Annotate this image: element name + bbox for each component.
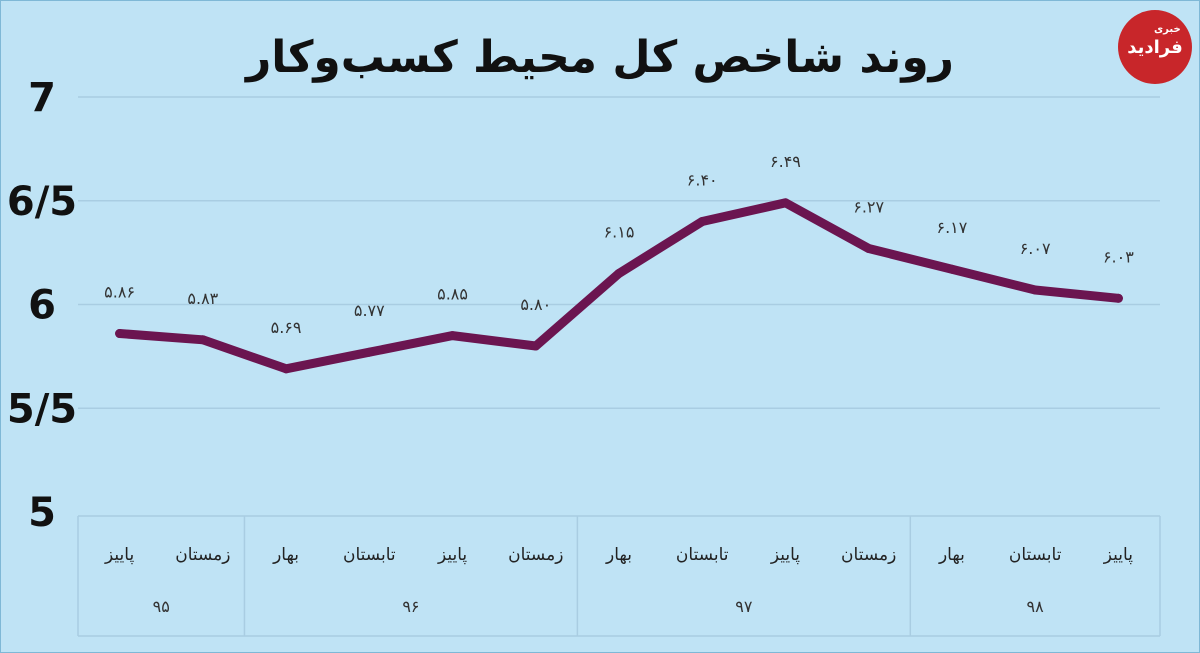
data-label: ۵.۸۶ — [104, 283, 135, 302]
data-point — [780, 198, 790, 208]
data-label: ۵.۶۹ — [271, 318, 302, 337]
data-point — [531, 341, 541, 351]
data-label: ۵.۸۳ — [187, 289, 218, 308]
data-label: ۶.۱۵ — [604, 222, 635, 241]
year-label: ۹۶ — [402, 597, 419, 616]
x-tick-label: بهار — [938, 545, 965, 565]
data-point — [1030, 285, 1040, 295]
year-label: ۹۵ — [153, 597, 170, 616]
data-point — [448, 331, 458, 341]
x-tick-label: پاییز — [770, 545, 800, 565]
logo-text: فرادید — [1127, 36, 1183, 58]
data-label: ۶.۴۹ — [770, 152, 801, 171]
x-tick-label: زمستان — [508, 545, 563, 565]
x-tick-label: تابستان — [676, 545, 729, 565]
y-tick-label: 6 — [28, 283, 56, 329]
x-tick-label: تابستان — [1009, 545, 1062, 565]
x-tick-label: زمستان — [841, 545, 896, 565]
year-label: ۹۸ — [1027, 597, 1045, 616]
data-label: ۶.۲۷ — [853, 197, 884, 216]
data-point — [281, 364, 291, 374]
data-label: ۶.۴۰ — [687, 171, 718, 190]
data-point — [864, 243, 874, 253]
data-label: ۵.۸۰ — [520, 295, 551, 314]
y-tick-label: 6/5 — [7, 179, 77, 225]
y-tick-label: 5/5 — [7, 386, 77, 432]
data-point — [1113, 293, 1123, 303]
x-tick-label: پاییز — [104, 545, 134, 565]
data-label: ۵.۸۵ — [437, 285, 468, 304]
data-label: ۵.۷۷ — [354, 301, 385, 320]
data-point — [697, 217, 707, 226]
y-tick-label: 7 — [28, 75, 56, 121]
chart-title: روند شاخص کل محیط کسب‌وکار — [245, 32, 955, 83]
x-tick-label: پاییز — [437, 545, 467, 565]
x-tick-label: تابستان — [343, 545, 396, 565]
x-tick-label: پاییز — [1103, 545, 1133, 565]
logo-mark: خبری — [1154, 24, 1181, 35]
y-tick-label: 5 — [28, 490, 56, 536]
data-label: ۶.۰۳ — [1103, 247, 1134, 266]
x-tick-label: بهار — [272, 545, 299, 565]
year-label: ۹۷ — [735, 597, 753, 616]
data-point — [198, 335, 208, 345]
data-point — [364, 347, 374, 357]
site-logo: خبری فرادید — [1118, 10, 1192, 84]
data-point — [614, 268, 624, 278]
data-point — [947, 264, 957, 274]
x-tick-label: بهار — [605, 545, 632, 565]
data-label: ۶.۱۷ — [936, 218, 967, 237]
x-tick-label: زمستان — [175, 545, 230, 565]
data-label: ۶.۰۷ — [1020, 239, 1051, 258]
data-point — [115, 329, 125, 339]
